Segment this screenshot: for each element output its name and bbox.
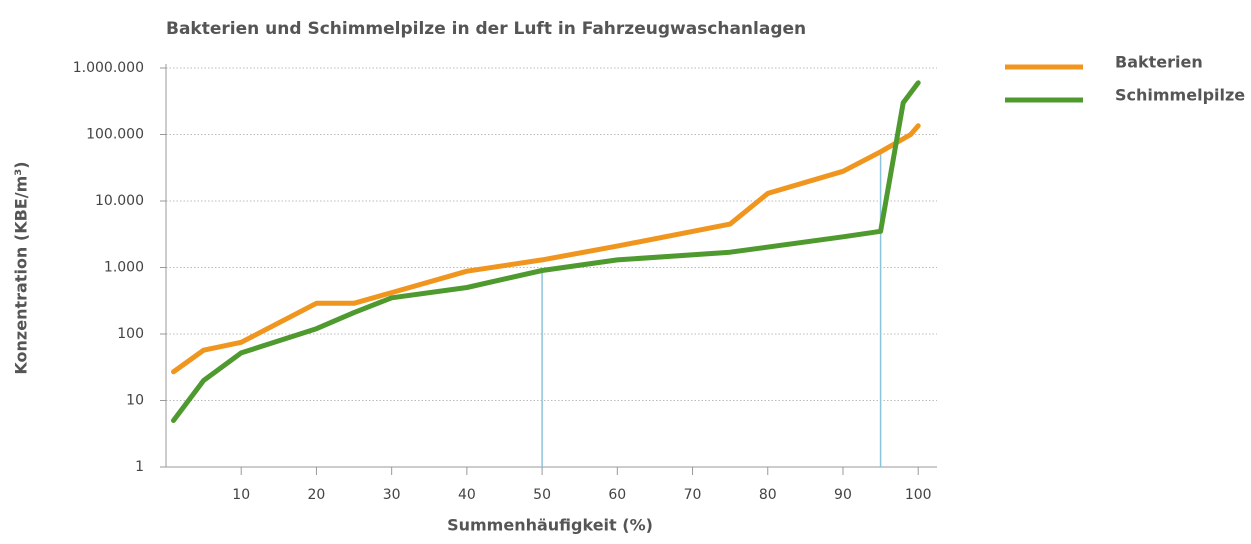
legend-label: Bakterien <box>1115 53 1203 72</box>
x-tick-label: 80 <box>759 487 777 503</box>
series-line <box>171 80 921 423</box>
x-tick-label: 30 <box>383 487 401 503</box>
x-tick-label: 50 <box>533 487 551 503</box>
series-line <box>171 123 921 375</box>
x-tick-label: 40 <box>458 487 476 503</box>
x-tick-label: 90 <box>834 487 852 503</box>
y-tick-label: 1.000 <box>104 260 144 276</box>
x-tick-label: 10 <box>232 487 250 503</box>
y-tick-label: 100 <box>117 326 144 342</box>
y-axis-label: Konzentration (KBE/m³) <box>12 161 31 374</box>
legend-label: Schimmelpilze <box>1115 86 1245 105</box>
x-tick-label: 70 <box>684 487 702 503</box>
x-tick-label: 20 <box>308 487 326 503</box>
y-tick-label: 1 <box>135 459 144 475</box>
y-tick-label: 10.000 <box>95 193 144 209</box>
y-tick-label: 100.000 <box>86 127 144 143</box>
x-axis-label: Summenhäufigkeit (%) <box>447 516 653 535</box>
x-tick-label: 60 <box>608 487 626 503</box>
y-tick-label: 1.000.000 <box>73 60 144 76</box>
chart-title: Bakterien und Schimmelpilze in der Luft … <box>166 19 806 39</box>
y-tick-label: 10 <box>126 393 144 409</box>
x-tick-label: 100 <box>905 487 932 503</box>
